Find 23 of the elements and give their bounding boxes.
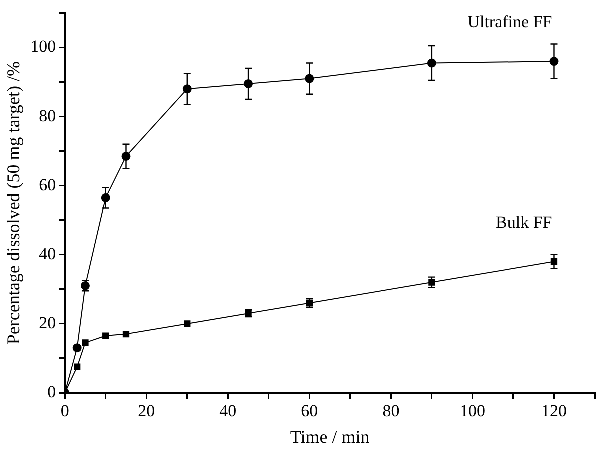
point	[82, 340, 89, 346]
point	[102, 332, 110, 340]
y-axis-title: Percentage dissolved (50 mg target) /%	[4, 62, 24, 345]
x-tick-label: 60	[301, 402, 318, 421]
y-tick-label: 60	[39, 175, 56, 194]
series-label: Bulk FF	[496, 212, 552, 232]
y-tick-label: 20	[39, 313, 56, 332]
x-tick-label: 20	[138, 402, 156, 421]
series-label: Ultrafine FF	[468, 12, 552, 32]
x-tick-label: 100	[460, 402, 486, 421]
point	[184, 320, 191, 328]
x-axis-title: Time / min	[290, 426, 370, 447]
x-tick-label: 80	[382, 402, 400, 421]
x-tick-label: 40	[220, 402, 237, 421]
y-tick-label: 80	[39, 106, 56, 126]
y-tick-label: 100	[30, 37, 56, 56]
point	[74, 364, 81, 370]
point	[72, 344, 82, 353]
point	[122, 330, 130, 338]
y-tick-label: 0	[48, 382, 56, 402]
y-tick-label: 40	[39, 244, 56, 264]
x-tick-label: 120	[541, 402, 567, 421]
x-tick-label: 0	[60, 402, 70, 421]
